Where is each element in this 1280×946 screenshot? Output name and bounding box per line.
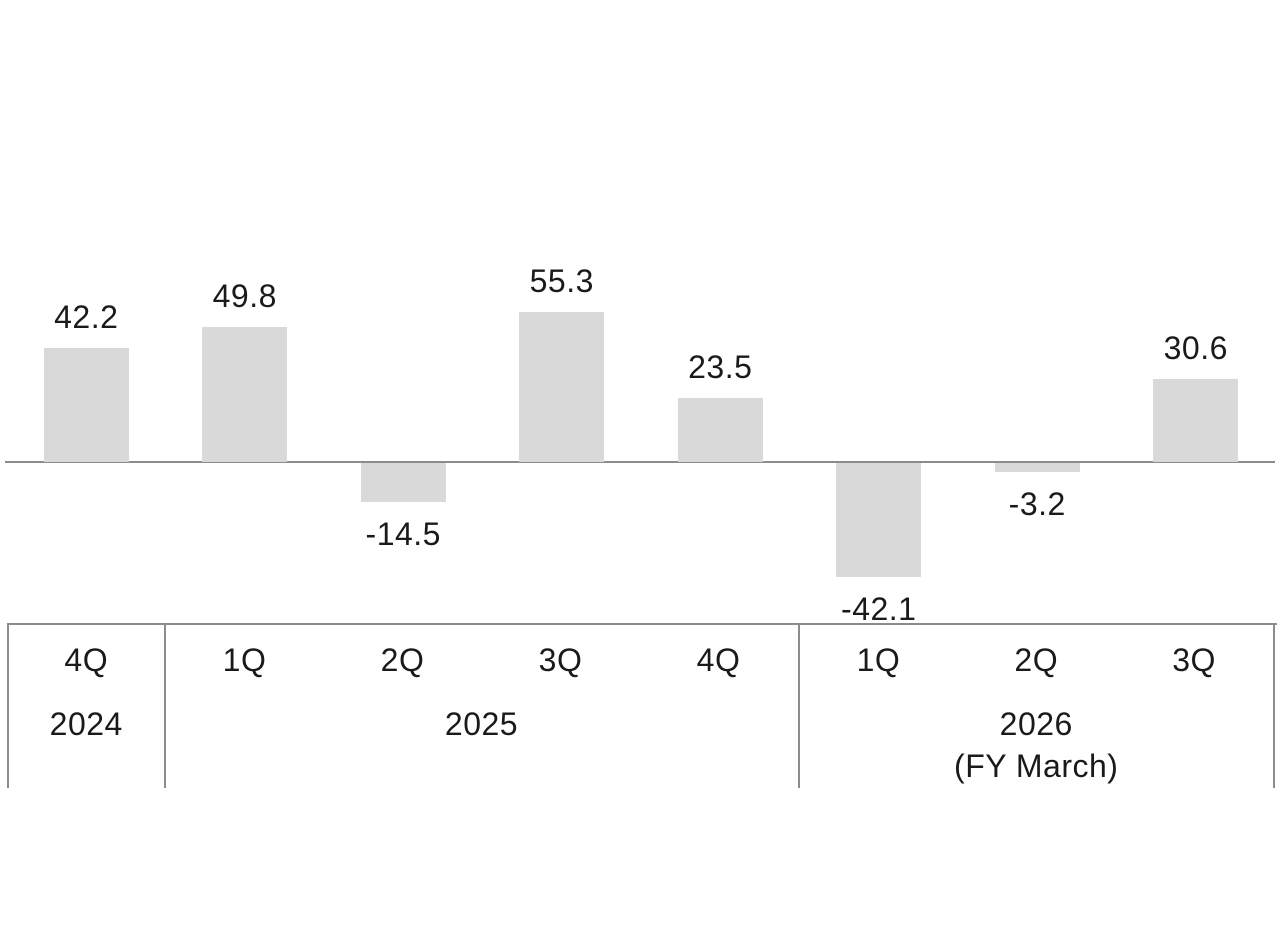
- bar-value-label: 30.6: [1163, 329, 1228, 366]
- quarter-label: 3Q: [538, 642, 583, 678]
- quarter-label: 2Q: [1014, 642, 1059, 678]
- quarter-row: 1Q 2Q 3Q: [800, 641, 1274, 679]
- bar-6-1Q: [836, 463, 922, 578]
- fiscal-year-note: (FY March): [954, 748, 1119, 784]
- bar-5-4Q: [677, 398, 763, 462]
- bar-3-2Q: [360, 463, 446, 503]
- bar-1-4Q: [43, 347, 129, 462]
- bar-8-3Q: [1153, 378, 1239, 462]
- quarter-label: 3Q: [1172, 642, 1216, 678]
- quarter-label: 4Q: [696, 642, 741, 678]
- quarter-label: 4Q: [64, 642, 109, 678]
- bar-2-1Q: [202, 326, 288, 462]
- x-axis-group-2024: 4Q 2024: [9, 625, 166, 788]
- quarter-row: 4Q: [9, 641, 164, 679]
- bar-value-label: -42.1: [841, 591, 917, 628]
- year-label: 2024: [49, 706, 123, 742]
- quarter-label: 2Q: [380, 642, 425, 678]
- bar-value-label: 42.2: [54, 298, 119, 335]
- bar-value-label: 49.8: [212, 277, 277, 314]
- quarter-label: 1Q: [856, 642, 901, 678]
- bar-value-label: 23.5: [688, 349, 753, 386]
- quarter-row: 1Q 2Q 3Q 4Q: [166, 641, 798, 679]
- bar-4-3Q: [519, 312, 605, 462]
- bar-value-label: -3.2: [1008, 485, 1066, 522]
- zero-axis-line: [5, 461, 1275, 463]
- bar-value-label: 55.3: [529, 263, 594, 299]
- x-axis-table: 4Q 2024 1Q 2Q 3Q 4Q 2025 1Q 2Q 3Q 2026 (FY March): [7, 623, 1277, 788]
- bar-7-2Q: [994, 463, 1080, 472]
- x-axis-group-2026: 1Q 2Q 3Q 2026 (FY March): [800, 625, 1275, 788]
- x-axis-group-2025: 1Q 2Q 3Q 4Q 2025: [166, 625, 800, 788]
- year-label: 2025: [444, 706, 519, 742]
- bar-value-label: -14.5: [365, 516, 441, 553]
- year-label: 2026: [999, 706, 1073, 742]
- quarter-label: 1Q: [222, 642, 267, 678]
